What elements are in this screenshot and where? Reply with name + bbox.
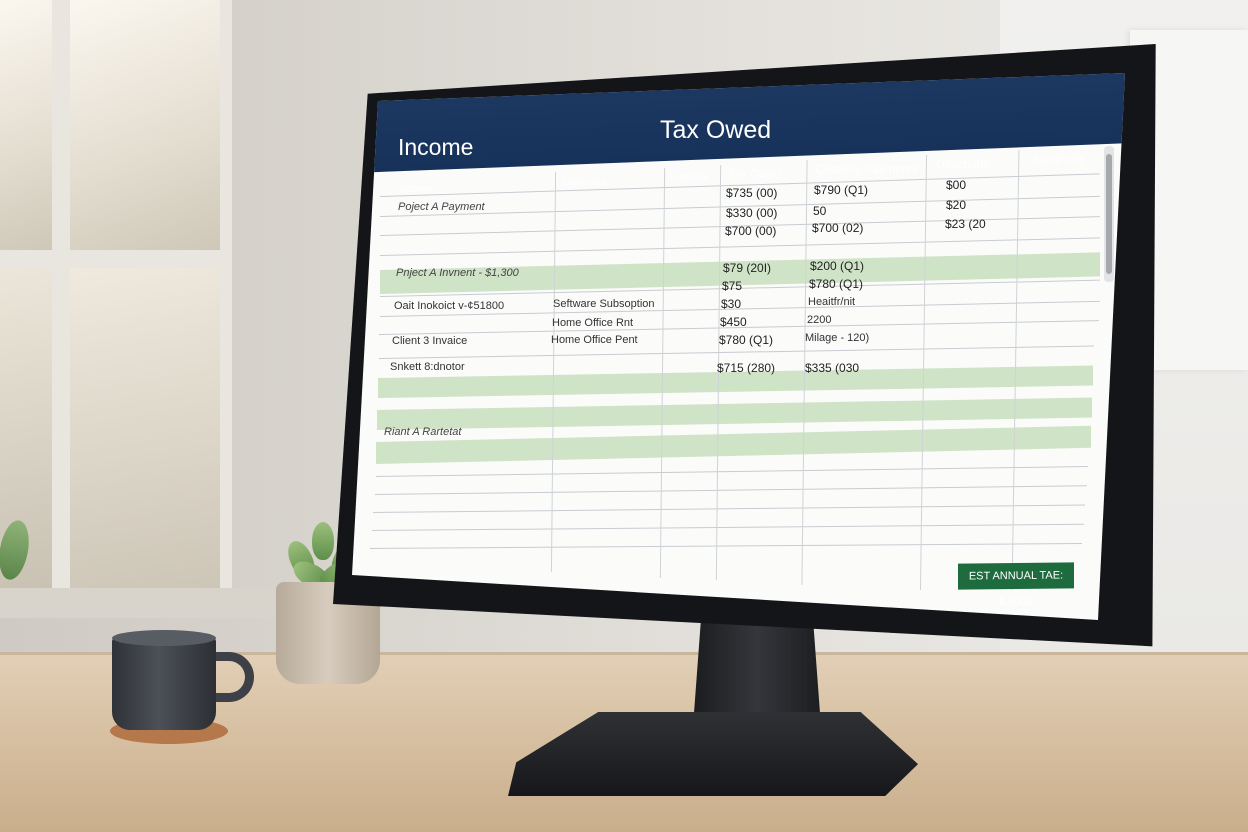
- estimated-annual-tax-badge: EST ANNUAL TAE: $,5000: [958, 562, 1074, 608]
- column-header-net-profit[interactable]: Net Profit: [1034, 153, 1085, 167]
- coffee-mug: [112, 636, 216, 730]
- cell-income[interactable]: Pnject A Invnent - $1,300: [396, 267, 519, 279]
- mug-rim: [112, 630, 216, 646]
- cell-income[interactable]: Snkett 8:dnotor: [390, 361, 465, 373]
- vertical-scrollbar[interactable]: [1104, 146, 1114, 282]
- column-header-tax-owed[interactable]: Tax Owed: [728, 167, 782, 181]
- window-pane: [0, 0, 52, 250]
- cell-tax-owed[interactable]: $30: [721, 297, 742, 311]
- sheet-title: Income: [398, 134, 474, 160]
- succulent-leaf: [312, 522, 334, 560]
- mug-handle: [208, 652, 254, 702]
- cell-income[interactable]: Oait Inokoict v-¢51800: [394, 300, 505, 312]
- cell-quarterly[interactable]: Milage - 120): [805, 332, 870, 344]
- cell-quarterly[interactable]: $790 (Q1): [814, 183, 869, 197]
- cell-tax-owed[interactable]: $715 (280): [717, 361, 776, 375]
- column-header-expenses-2[interactable]: Expenss: [670, 172, 709, 183]
- cell-income[interactable]: Client 3 Invaice: [392, 335, 468, 347]
- cell-quarterly[interactable]: 50: [813, 204, 827, 218]
- cell-quarterly[interactable]: $200 (Q1): [810, 259, 865, 273]
- cell-quarterly[interactable]: 2200: [807, 314, 832, 326]
- cell-tax-owed[interactable]: $75: [722, 279, 743, 293]
- column-header-deductions[interactable]: Deuctions: [936, 157, 990, 171]
- column-header-quarterly-payments[interactable]: Quaterly Payments: [816, 162, 919, 176]
- cell-income[interactable]: Poject A Payment: [398, 201, 485, 213]
- sheet-center-title: Tax Owed: [660, 116, 772, 144]
- cell-quarterly[interactable]: $780 (Q1): [809, 277, 864, 291]
- column-header-expenses[interactable]: Expenses: [562, 177, 606, 188]
- cell-quarterly[interactable]: $335 (030: [805, 361, 860, 375]
- cell-income[interactable]: Riant A Rartetat: [384, 426, 462, 438]
- cell-deductions[interactable]: $20: [946, 198, 967, 212]
- cell-tax-owed[interactable]: $79 (20I): [723, 261, 772, 275]
- column-header-income[interactable]: Income: [399, 184, 432, 195]
- scrollbar-thumb[interactable]: [1106, 154, 1112, 274]
- cell-deductions[interactable]: $23 (20: [945, 217, 986, 231]
- window: [0, 0, 232, 612]
- cell-tax-owed[interactable]: $330 (00): [726, 206, 778, 220]
- cell-quarterly[interactable]: $700 (02): [812, 221, 864, 235]
- cell-expenses[interactable]: Home Office Rnt: [552, 317, 634, 329]
- cell-tax-owed[interactable]: $450: [720, 315, 747, 329]
- cell-tax-owed[interactable]: $780 (Q1): [719, 333, 774, 347]
- cell-quarterly[interactable]: Heaitfr/nit: [808, 296, 856, 308]
- cell-tax-owed[interactable]: $700 (00): [725, 224, 777, 238]
- cell-deductions[interactable]: $00: [946, 178, 967, 192]
- cell-expenses[interactable]: Seftware Subsoption: [553, 298, 655, 310]
- cell-expenses[interactable]: Home Office Pent: [551, 334, 638, 346]
- monitor-stand-base: [508, 712, 918, 796]
- window-pane: [70, 0, 220, 250]
- window-sill: [0, 588, 300, 618]
- cell-tax-owed[interactable]: $735 (00): [726, 186, 778, 200]
- window-pane: [70, 268, 220, 588]
